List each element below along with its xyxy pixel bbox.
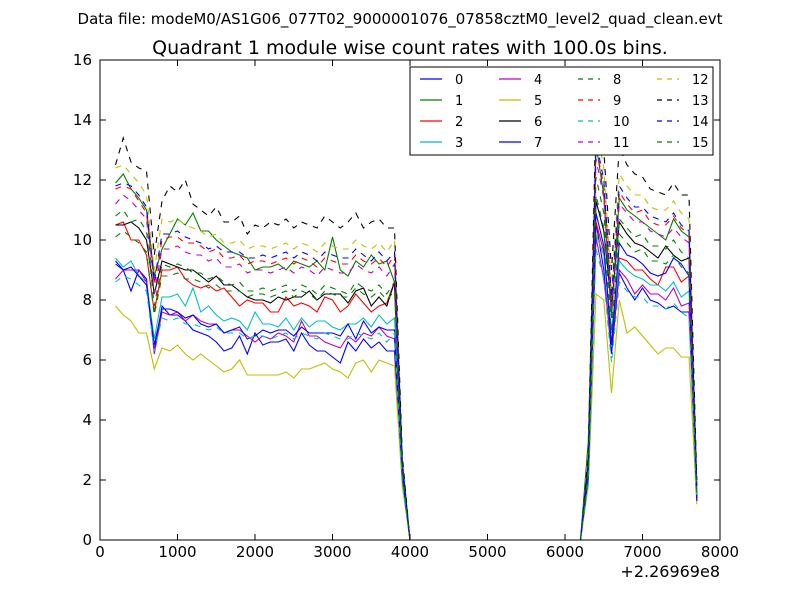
series-line-10 (115, 248, 698, 541)
plot-series-group (114, 107, 698, 541)
y-tick-label: 8 (82, 291, 92, 309)
legend-label-7: 7 (534, 136, 542, 151)
legend-box (409, 66, 714, 156)
series-line-1 (115, 143, 698, 541)
y-tick-label: 0 (82, 531, 92, 549)
legend-label-12: 12 (692, 73, 709, 88)
series-line-11 (115, 158, 698, 541)
legend-label-11: 11 (613, 136, 630, 151)
x-tick-label: 8000 (701, 543, 739, 561)
chart-title: Quadrant 1 module wise count rates with … (152, 37, 668, 59)
series-line-13 (114, 107, 698, 541)
legend-label-14: 14 (692, 115, 709, 130)
x-tick-label: 3000 (313, 543, 351, 561)
legend-label-5: 5 (534, 94, 542, 109)
legend-label-0: 0 (455, 73, 463, 88)
legend-label-15: 15 (692, 136, 709, 151)
y-tick-label: 10 (73, 231, 92, 249)
legend-label-1: 1 (455, 94, 463, 109)
legend-label-13: 13 (692, 94, 709, 109)
series-line-9 (115, 146, 698, 541)
y-tick-label: 16 (73, 51, 92, 69)
y-tick-label: 6 (82, 351, 92, 369)
figure-suptitle: Data file: modeM0/AS1G06_077T02_90000010… (78, 10, 723, 29)
axes-group: 0 1000 2000 3000 4000 5000 6000 7000 80000246810… (73, 51, 739, 561)
legend-label-9: 9 (613, 94, 621, 109)
x-tick-label: 0 (95, 543, 105, 561)
x-tick-label: 2000 (236, 543, 274, 561)
y-tick-label: 14 (73, 111, 92, 129)
legend-label-3: 3 (455, 136, 463, 151)
x-tick-label: 1000 (158, 543, 196, 561)
legend-label-8: 8 (613, 73, 621, 88)
legend-label-4: 4 (534, 73, 542, 88)
y-tick-label: 4 (82, 411, 92, 429)
series-line-15 (115, 194, 698, 541)
legend-label-10: 10 (613, 115, 630, 130)
legend-label-6: 6 (534, 115, 542, 130)
x-tick-label: 4000 (391, 543, 429, 561)
series-line-12 (115, 125, 698, 541)
x-tick-label: 5000 (468, 543, 506, 561)
series-line-8 (115, 176, 698, 541)
series-line-14 (115, 140, 698, 541)
y-tick-label: 12 (73, 171, 92, 189)
y-tick-label: 2 (82, 471, 92, 489)
x-tick-label: 6000 (546, 543, 584, 561)
legend-label-2: 2 (455, 115, 463, 130)
x-tick-label: 7000 (623, 543, 661, 561)
x-axis-offset-label: +2.26969e8 (620, 562, 720, 581)
